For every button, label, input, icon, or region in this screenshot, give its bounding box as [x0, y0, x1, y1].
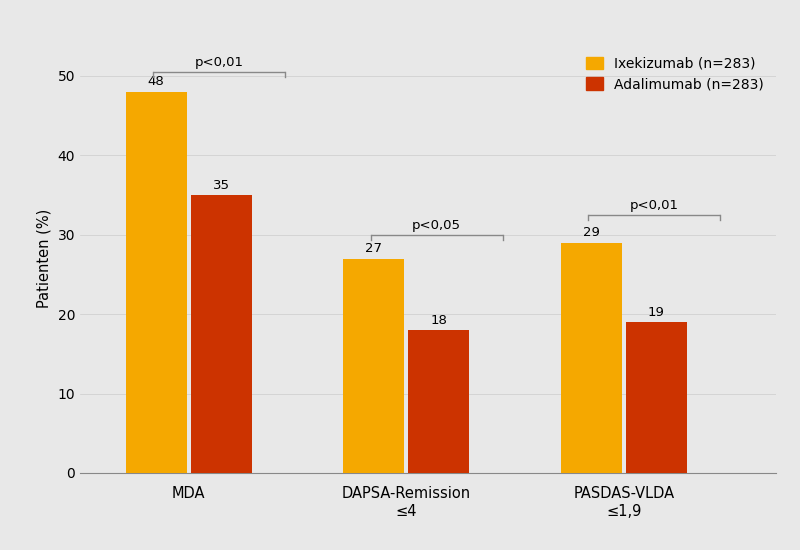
Text: 19: 19	[648, 306, 665, 319]
Text: p<0,01: p<0,01	[194, 57, 244, 69]
Bar	[191, 195, 252, 473]
Text: 48: 48	[148, 75, 165, 89]
Bar	[409, 330, 470, 473]
Text: 18: 18	[430, 314, 447, 327]
Bar	[626, 322, 687, 473]
Text: p<0,05: p<0,05	[412, 219, 462, 232]
Text: 35: 35	[213, 179, 230, 192]
Bar	[343, 258, 404, 473]
Bar	[561, 243, 622, 473]
Bar	[126, 92, 186, 473]
Text: p<0,01: p<0,01	[630, 200, 678, 212]
Y-axis label: Patienten (%): Patienten (%)	[37, 209, 52, 308]
Text: 27: 27	[365, 243, 382, 255]
Text: 29: 29	[582, 227, 599, 239]
Legend: Ixekizumab (n=283), Adalimumab (n=283): Ixekizumab (n=283), Adalimumab (n=283)	[581, 51, 769, 97]
